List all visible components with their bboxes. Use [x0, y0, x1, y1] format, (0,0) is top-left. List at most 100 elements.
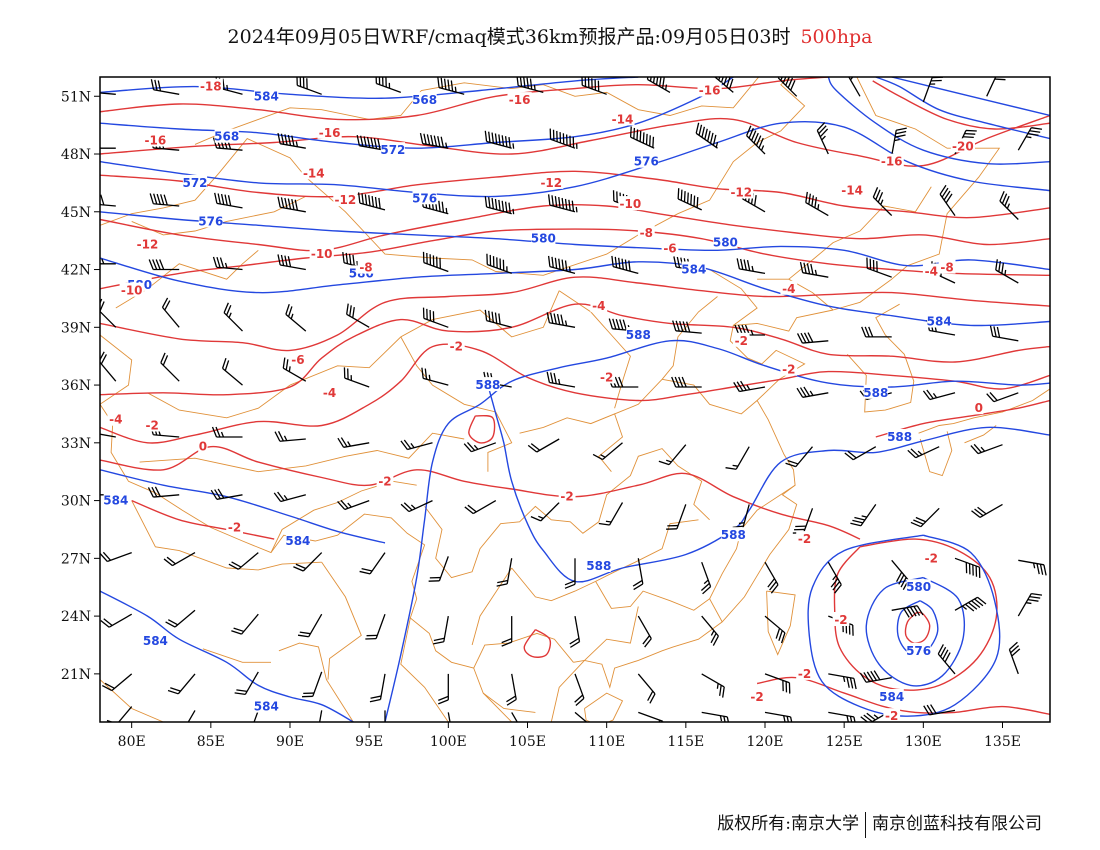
boundary-line-40 — [709, 269, 758, 326]
temperature-label-20-bg — [590, 298, 608, 313]
height-contour-4 — [100, 257, 1050, 327]
wind-barb-135 — [165, 609, 196, 628]
lat-tick-label-6: 33N — [61, 436, 91, 452]
wind-barb-151 — [234, 671, 259, 696]
wind-barb-45 — [148, 259, 180, 271]
temperature-contour-4 — [100, 228, 1050, 290]
temperature-label-32: -2 — [798, 532, 811, 546]
wind-barb-52 — [611, 255, 639, 275]
temperature-contour-10 — [131, 499, 275, 540]
boundary-line-38 — [788, 186, 932, 280]
height-label-18-bg — [721, 527, 746, 542]
wind-barb-100 — [785, 446, 813, 468]
height-label-7: 576 — [634, 155, 659, 169]
temperature-label-38: -4 — [925, 265, 938, 279]
wind-barb-113 — [666, 504, 687, 530]
height-label-17: 588 — [887, 430, 912, 444]
wind-barb-43 — [999, 190, 1019, 220]
axis-ticks: 80E 85E 90E 95E 100E 105E 110E 115E 120E 125E 130E… — [61, 89, 1021, 750]
height-label-24-bg — [879, 689, 904, 703]
height-contour-5 — [384, 339, 1050, 722]
height-label-11: 580 — [713, 236, 738, 250]
temperature-label-4-bg — [697, 82, 722, 97]
temperature-label-11: -12 — [730, 186, 752, 200]
wind-barb-85 — [796, 386, 829, 398]
temperature-label-23-bg — [107, 411, 125, 426]
temperature-label-26-bg — [598, 369, 616, 384]
temperature-label-27-bg — [780, 361, 798, 376]
temperature-label-36-bg — [883, 708, 901, 722]
footer-separator — [865, 811, 866, 838]
wind-barb-33 — [357, 192, 386, 211]
height-label-8-bg — [531, 230, 556, 245]
wind-barb-31 — [214, 192, 243, 209]
lon-tick-label-5: 105E — [509, 734, 546, 750]
boundary-line-33 — [595, 581, 723, 623]
height-contour-6 — [487, 384, 1050, 583]
height-label-17-bg — [887, 429, 912, 443]
height-label-5: 576 — [412, 191, 437, 205]
wind-barb-168 — [384, 710, 386, 722]
wind-barb-38 — [677, 188, 702, 211]
height-label-15-bg — [475, 377, 500, 392]
temperature-label-42: 0 — [975, 401, 983, 415]
wind-barb-73 — [989, 325, 1019, 342]
height-label-2: 568 — [214, 130, 239, 144]
temperature-label-16: -8 — [640, 226, 653, 240]
temperature-label-25: -2 — [735, 334, 748, 348]
temperature-contour-12 — [904, 611, 931, 644]
wind-barb-59 — [100, 298, 117, 328]
boundary-line-29 — [614, 296, 718, 415]
footer-left: 版权所有:南京大学 — [717, 814, 859, 834]
wind-barb-62 — [285, 303, 307, 332]
boundary-line-24 — [400, 336, 513, 472]
wind-barb-26 — [891, 127, 907, 157]
lat-tick-label-1: 48N — [61, 147, 91, 163]
wind-barb-44 — [100, 253, 116, 265]
temperature-contour-14 — [523, 628, 552, 658]
temperature-label-13: -10 — [311, 247, 333, 261]
wind-barb-142 — [637, 615, 652, 648]
wind-barb-164 — [106, 706, 133, 722]
temperature-label-9-bg — [333, 192, 358, 207]
temperature-label-34: -2 — [798, 667, 811, 681]
temperature-label-18-bg — [661, 240, 679, 255]
temperature-label-28-bg — [143, 417, 161, 432]
wind-barb-23 — [695, 122, 719, 149]
wind-barb-118 — [971, 503, 1003, 518]
temperature-label-7: -14 — [841, 184, 863, 198]
height-label-19-bg — [586, 558, 611, 572]
temperature-label-11-bg — [729, 184, 754, 199]
height-label-25: 580 — [906, 580, 931, 594]
temperature-contour-9 — [875, 399, 1050, 438]
wind-barb-133 — [1018, 559, 1047, 576]
wind-barb-83 — [671, 376, 702, 388]
wind-barb-74 — [100, 351, 117, 382]
temperature-label-23: -4 — [109, 413, 122, 427]
height-contour-9 — [807, 534, 1001, 717]
wind-barb-81 — [546, 371, 576, 388]
height-label-23: 584 — [254, 700, 279, 714]
wind-barb-143 — [701, 615, 719, 646]
height-label-16: 588 — [863, 386, 888, 400]
temperature-label-24: -2 — [450, 340, 463, 354]
temperature-label-31: -2 — [228, 521, 241, 535]
wind-barb-98 — [658, 444, 687, 466]
height-label-18: 588 — [721, 528, 746, 542]
boundary-line-30 — [558, 290, 631, 409]
wind-barb-10 — [777, 77, 798, 97]
lon-tick-label-2: 90E — [276, 734, 304, 750]
wind-barb-9 — [712, 77, 734, 93]
wind-barb-166 — [248, 710, 259, 722]
wind-barb-88 — [986, 392, 1019, 403]
boundary-line-11 — [473, 667, 513, 722]
wind-barb-61 — [223, 302, 243, 332]
boundary-line-5 — [131, 500, 322, 571]
wind-barb-30 — [149, 193, 180, 207]
wind-barb-25 — [816, 122, 829, 155]
height-label-19: 588 — [586, 559, 611, 573]
lat-tick-label-4: 39N — [61, 320, 91, 336]
wind-barb-171 — [574, 711, 596, 722]
wind-barb-46 — [212, 256, 243, 271]
wind-barb-108 — [337, 499, 370, 511]
